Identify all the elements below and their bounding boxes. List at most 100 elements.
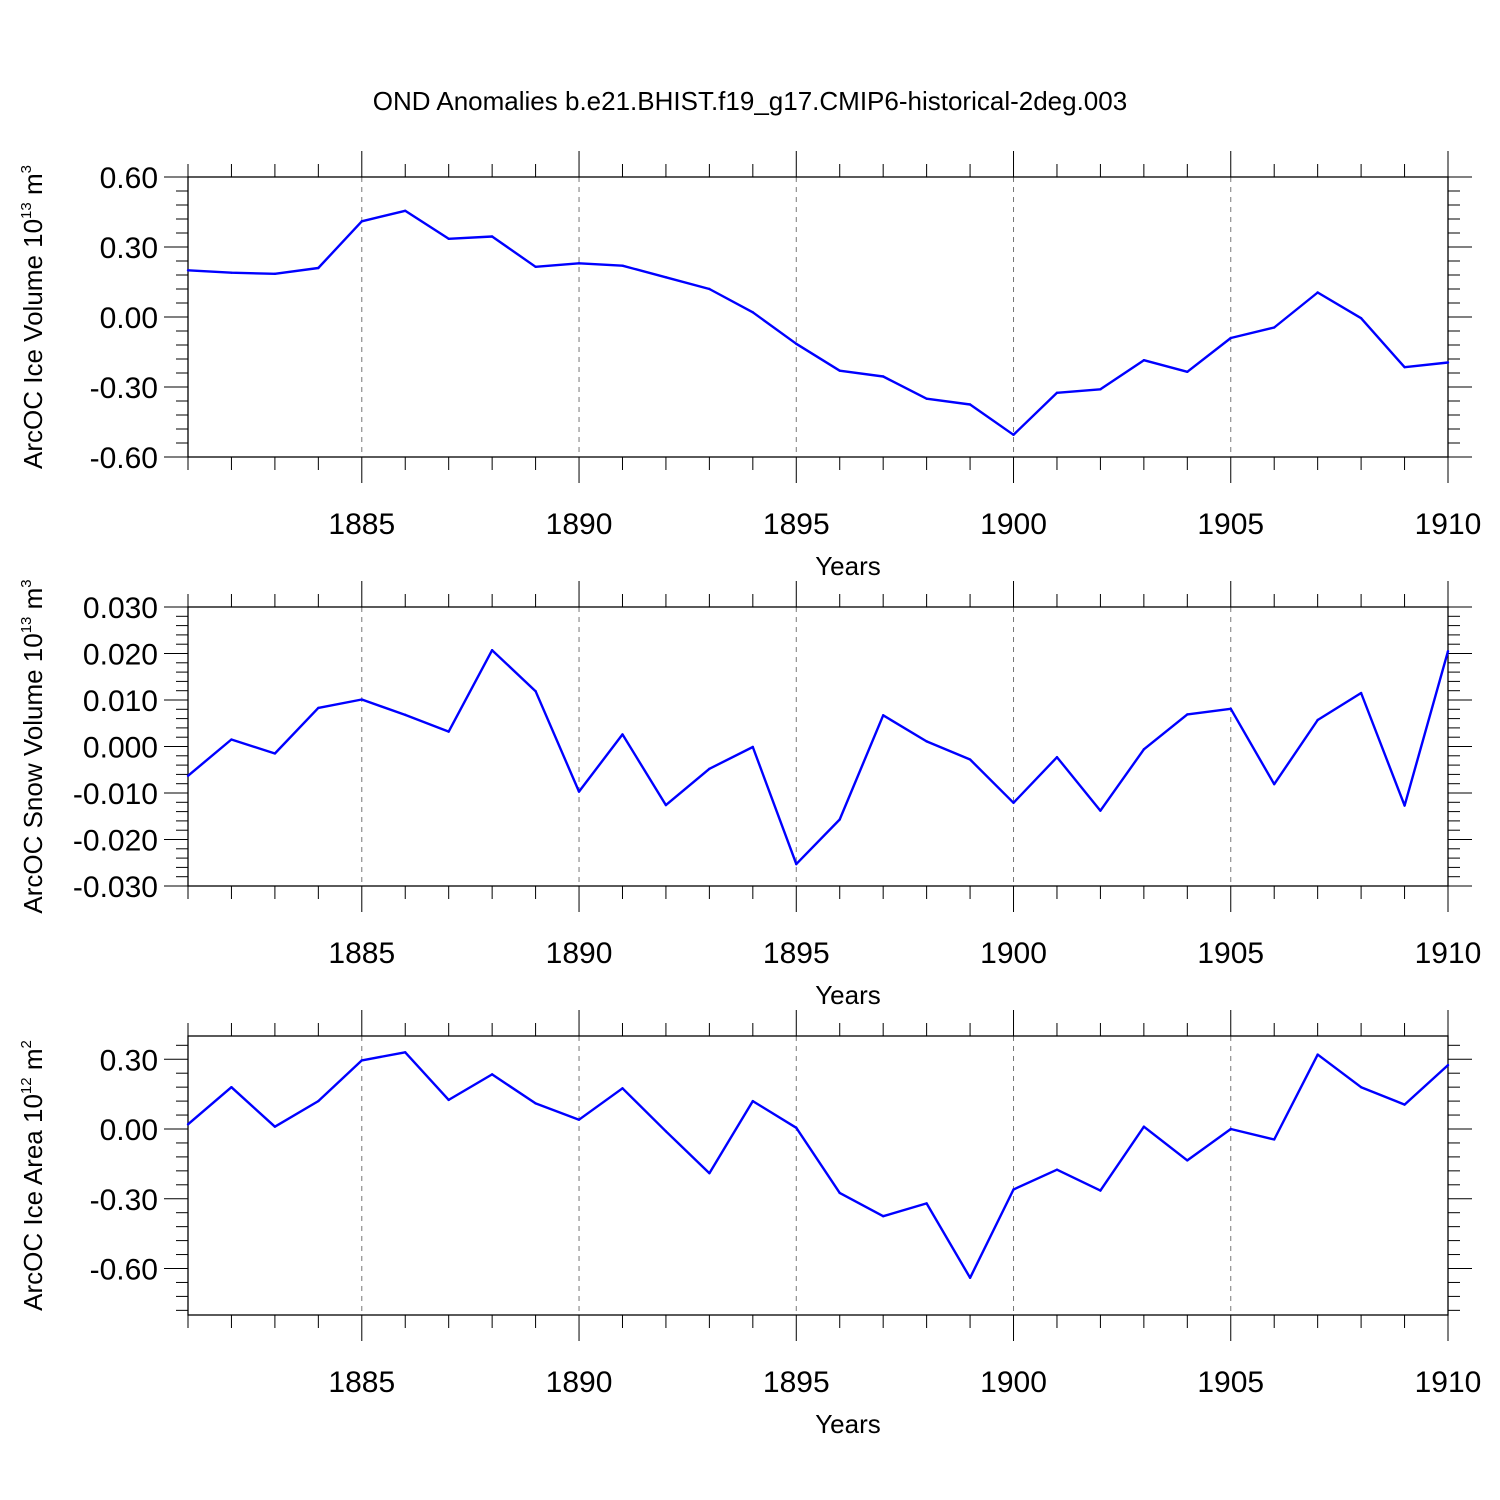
snow-volume-point-1895 (795, 862, 798, 866)
snow-volume-point-1894 (751, 745, 755, 749)
snow-volume-series-line (187, 649, 1450, 866)
ice-area-point-1892 (664, 1130, 668, 1133)
ice-volume-plot-frame (187, 176, 1449, 458)
ice-volume-point-1893 (708, 287, 711, 291)
ice-area-point-1891 (621, 1087, 624, 1090)
ice-area-xtick-label: 1885 (328, 1366, 395, 1399)
ice-area-ytick-label: -0.30 (90, 1184, 158, 1217)
ice-volume-xtick-label: 1900 (980, 508, 1047, 541)
ice-volume-point-1905 (1229, 336, 1232, 340)
snow-volume-xtick-label: 1890 (546, 937, 613, 970)
snow-volume-point-1903 (1142, 748, 1146, 751)
ice-area-series-line (187, 1051, 1449, 1280)
ice-area-point-1886 (404, 1051, 407, 1054)
ice-volume-point-1891 (621, 264, 624, 267)
ice-volume-point-1882 (230, 271, 233, 274)
ice-area-point-1904 (1186, 1159, 1189, 1162)
ice-area-ylabel-exp: 12 (18, 1077, 35, 1094)
snow-volume-xtick-label: 1900 (980, 937, 1047, 970)
ice-volume-point-1909 (1403, 365, 1406, 369)
ice-area-point-1881 (186, 1123, 190, 1126)
snow-volume-ytick-label: 0.020 (83, 639, 158, 672)
snow-volume-point-1902 (1099, 809, 1102, 812)
ice-area-point-1897 (881, 1214, 885, 1218)
ice-volume-x-axis-label: Years (815, 551, 881, 581)
snow-volume-xtick-label: 1905 (1197, 937, 1264, 970)
snow-volume-ytick-label: 0.000 (83, 732, 158, 765)
ice-area-point-1890 (577, 1118, 581, 1121)
ice-area-point-1903 (1142, 1125, 1146, 1128)
ice-volume-point-1898 (925, 397, 928, 400)
ice-volume-ylabel-unit-exp: 3 (18, 165, 35, 173)
ice-area-point-1902 (1099, 1189, 1102, 1192)
snow-volume-ytick-label: -0.020 (73, 825, 158, 858)
ice-volume-ytick-label: 0.60 (100, 162, 158, 195)
ice-area-point-1900 (1012, 1188, 1015, 1191)
ice-volume-point-1897 (881, 375, 885, 378)
snow-volume-ylabel-unit: m (18, 588, 48, 617)
snow-volume-point-1889 (534, 689, 537, 693)
snow-volume-xtick-label: 1895 (763, 937, 830, 970)
ice-area-point-1888 (490, 1073, 494, 1076)
ice-volume-point-1884 (317, 266, 320, 270)
ice-area-ytick-label: 0.00 (100, 1114, 158, 1147)
ice-volume-point-1885 (360, 220, 363, 223)
ice-volume-xtick-label: 1905 (1197, 508, 1264, 541)
snow-volume-point-1885 (360, 698, 363, 701)
ice-area-ylabel-unit: m (18, 1049, 48, 1078)
ice-area-ytick-label: -0.60 (90, 1254, 158, 1287)
ice-area-ytick-label: 0.30 (100, 1044, 158, 1077)
ice-volume-point-1886 (404, 209, 407, 213)
ice-volume-point-1894 (751, 311, 755, 314)
ice-volume-point-1888 (490, 235, 494, 238)
ice-volume-ylabel-unit: m (18, 173, 48, 202)
ice-area-point-1909 (1403, 1103, 1406, 1106)
ice-area-point-1901 (1055, 1168, 1059, 1171)
ice-area-x-axis-label: Years (815, 1409, 881, 1439)
ice-area-y-axis-label: ArcOC Ice Area 1012 m2 (18, 1040, 48, 1311)
ice-volume-series-line (187, 209, 1449, 436)
ice-volume-point-1903 (1142, 358, 1146, 362)
ice-area-plot-frame (187, 1035, 1449, 1316)
snow-volume-ytick-label: -0.010 (73, 778, 158, 811)
panel-ice-volume: -0.60 -0.30 0.00 0.30 0.60 1885 1890 1895 1900 19… (18, 151, 1481, 581)
ice-volume-xtick-label: 1910 (1415, 508, 1482, 541)
chart-title: OND Anomalies b.e21.BHIST.f19_g17.CMIP6-… (373, 86, 1127, 116)
snow-volume-point-1899 (968, 758, 972, 761)
ice-area-point-1883 (273, 1125, 277, 1128)
ice-area-ylabel-unit-exp: 2 (18, 1040, 35, 1048)
ice-volume-ytick-label: 0.00 (100, 302, 158, 335)
ice-area-point-1889 (534, 1102, 537, 1105)
ice-volume-ytick-label: -0.30 (90, 372, 158, 405)
ice-volume-point-1892 (664, 276, 668, 279)
ice-volume-point-1896 (838, 369, 841, 372)
ice-area-xtick-label: 1895 (763, 1366, 830, 1399)
ice-volume-point-1889 (534, 265, 537, 269)
snow-volume-y-axis-label: ArcOC Snow Volume 1013 m3 (18, 579, 48, 913)
ice-area-point-1896 (838, 1191, 841, 1195)
snow-volume-point-1892 (664, 803, 668, 807)
snow-volume-point-1908 (1359, 691, 1363, 695)
snow-volume-ylabel-unit-exp: 3 (18, 579, 35, 587)
ice-volume-point-1899 (968, 403, 972, 406)
ice-volume-point-1900 (1012, 433, 1015, 437)
snow-volume-point-1900 (1012, 801, 1015, 804)
ice-area-point-1885 (360, 1059, 363, 1062)
ice-volume-point-1887 (447, 237, 450, 241)
snow-volume-point-1891 (621, 733, 624, 736)
ice-area-point-1907 (1316, 1053, 1319, 1056)
snow-volume-x-axis-label: Years (815, 980, 881, 1010)
ice-area-point-1893 (708, 1171, 711, 1175)
snow-volume-point-1906 (1273, 782, 1276, 786)
ice-volume-xtick-label: 1885 (328, 508, 395, 541)
ice-area-point-1905 (1229, 1127, 1232, 1131)
ice-volume-xtick-label: 1895 (763, 508, 830, 541)
ice-area-xtick-label: 1905 (1197, 1366, 1264, 1399)
ice-volume-point-1881 (186, 269, 190, 272)
snow-volume-point-1884 (317, 706, 320, 710)
ice-volume-point-1907 (1316, 291, 1319, 294)
snow-volume-xtick-label: 1910 (1415, 937, 1482, 970)
panels-group: -0.60 -0.30 0.00 0.30 0.60 1885 1890 1895 1900 19… (18, 151, 1481, 1439)
ice-area-point-1884 (317, 1099, 320, 1103)
